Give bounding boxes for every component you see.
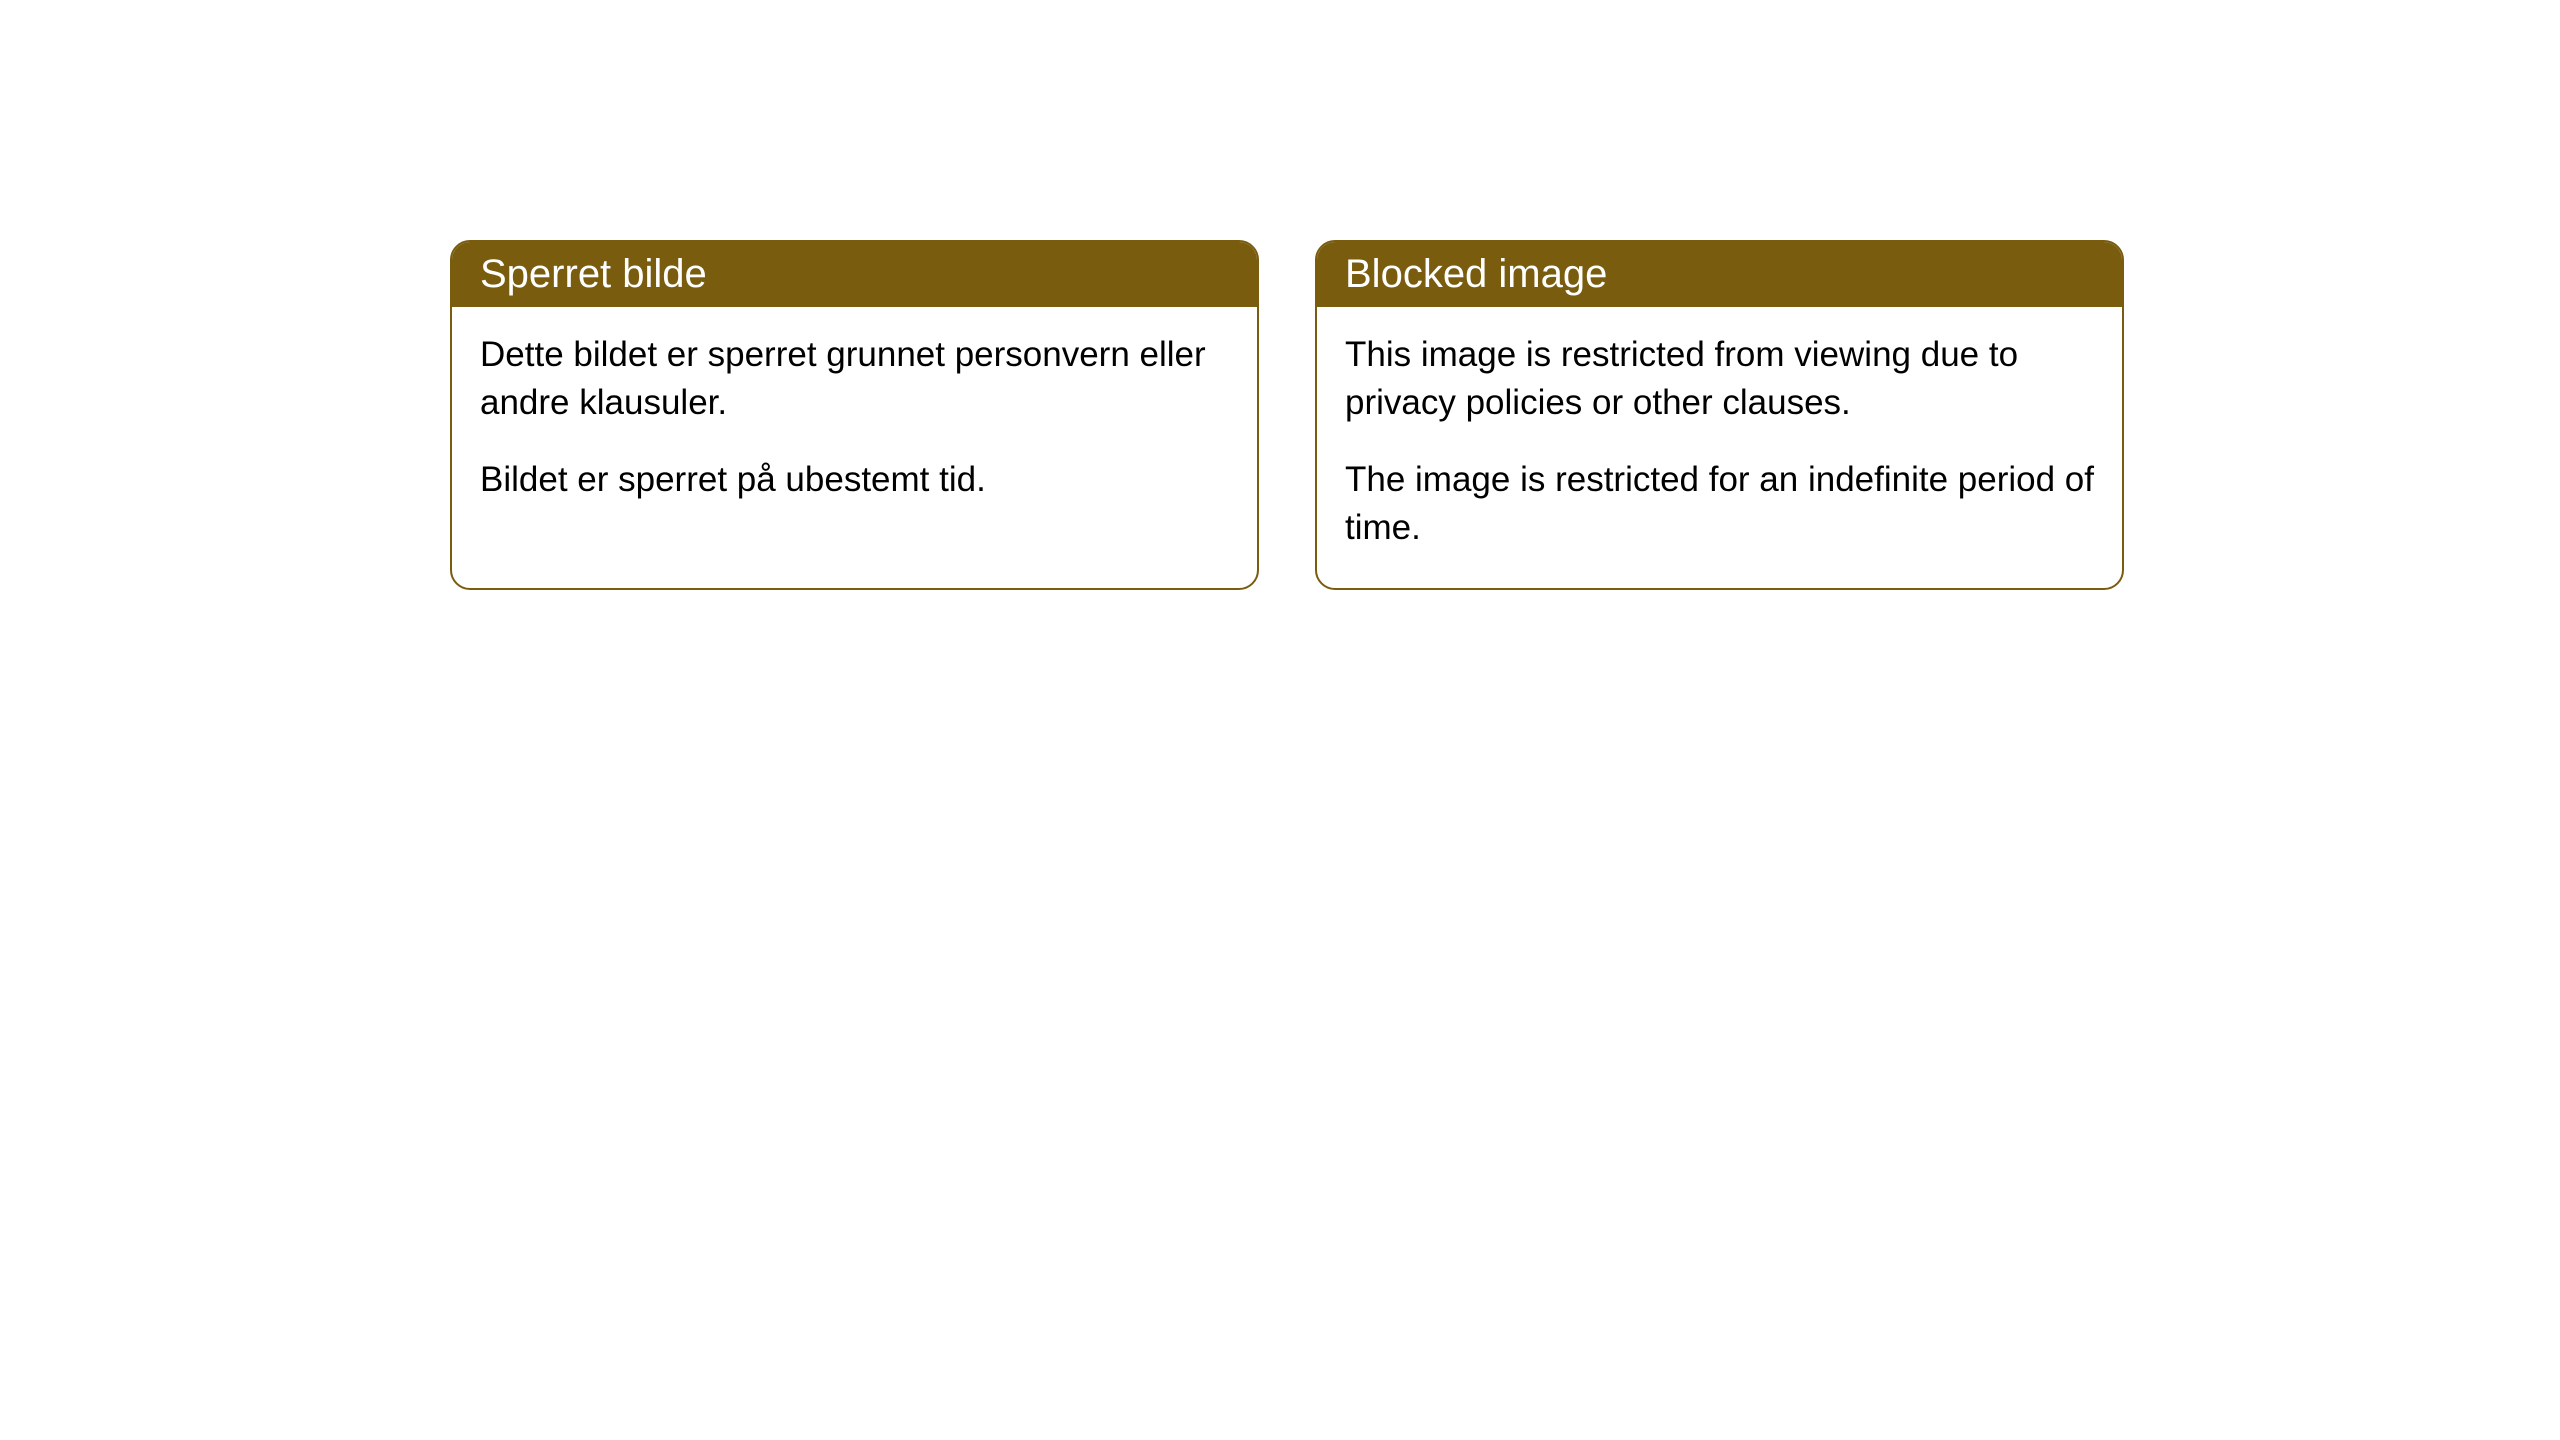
card-header: Sperret bilde — [452, 242, 1257, 307]
card-title: Blocked image — [1345, 252, 1607, 296]
card-paragraph: Dette bildet er sperret grunnet personve… — [480, 331, 1229, 428]
card-title: Sperret bilde — [480, 252, 707, 296]
blocked-image-card-english: Blocked image This image is restricted f… — [1315, 240, 2124, 590]
card-body: Dette bildet er sperret grunnet personve… — [452, 307, 1257, 540]
card-body: This image is restricted from viewing du… — [1317, 307, 2122, 588]
card-paragraph: The image is restricted for an indefinit… — [1345, 456, 2094, 553]
card-paragraph: This image is restricted from viewing du… — [1345, 331, 2094, 428]
card-header: Blocked image — [1317, 242, 2122, 307]
notice-cards-container: Sperret bilde Dette bildet er sperret gr… — [450, 240, 2124, 590]
blocked-image-card-norwegian: Sperret bilde Dette bildet er sperret gr… — [450, 240, 1259, 590]
card-paragraph: Bildet er sperret på ubestemt tid. — [480, 456, 1229, 504]
